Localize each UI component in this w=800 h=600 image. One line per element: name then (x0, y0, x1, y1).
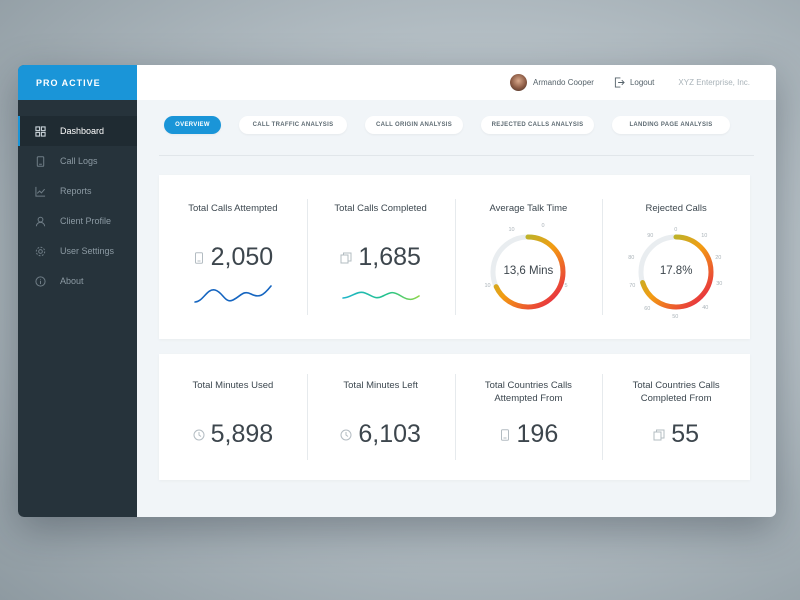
gauge-tick: 0 (674, 227, 678, 233)
top-bar: Armando Cooper Logout XYZ Enterprise, In… (137, 65, 776, 100)
gauge-tick: 90 (647, 233, 654, 239)
stat-countries-attempted: Total Countries Calls Attempted From 196 (454, 354, 603, 480)
copy-icon (653, 429, 665, 441)
stat-value: 55 (671, 420, 700, 448)
stat-title: Total Minutes Left (343, 380, 418, 391)
tab-overview[interactable]: OVERVIEW (164, 116, 221, 134)
logout-label: Logout (629, 78, 655, 87)
sidebar-item-call-logs[interactable]: Call Logs (18, 146, 137, 176)
sparkline-completed (341, 291, 420, 301)
gauge-average-talk-time (490, 234, 566, 310)
gauge-tick: 0 (541, 223, 545, 229)
sidebar-item-label: Reports (60, 186, 92, 196)
info-icon (34, 275, 46, 287)
gauge-tick: 5 (564, 283, 568, 289)
sidebar-item-label: User Settings (60, 246, 115, 256)
stat-countries-completed: Total Countries Calls Completed From 55 (602, 354, 750, 480)
sidebar-item-about[interactable]: About (18, 266, 137, 296)
stat-value: 6,103 (358, 420, 421, 448)
gauge-arc (490, 234, 566, 310)
stat-total-minutes-used: Total Minutes Used 5,898 (159, 354, 307, 480)
stat-average-talk-time: Average Talk Time 13,6 Mins 10 0 5 10 (454, 175, 603, 339)
gauge-tick: 20 (715, 255, 722, 261)
sidebar-item-dashboard[interactable]: Dashboard (18, 116, 137, 146)
gauge-tick: 40 (702, 305, 709, 311)
stat-value: 1,685 (358, 243, 421, 271)
chart-icon (34, 185, 46, 197)
stat-title: Total Countries Calls Completed From (632, 380, 720, 404)
stat-total-calls-attempted: Total Calls Attempted 2,050 (159, 175, 307, 339)
gauge-value: 17.8% (659, 265, 693, 277)
stat-value: 5,898 (210, 420, 274, 448)
gauge-tick: 70 (629, 283, 636, 289)
main-content: OVERVIEW CALL TRAFFIC ANALYSIS CALL ORIG… (137, 100, 776, 517)
stat-title: Total Calls Completed (334, 203, 427, 214)
sidebar-item-reports[interactable]: Reports (18, 176, 137, 206)
stat-value: 196 (516, 420, 559, 448)
copy-icon (340, 252, 352, 264)
gauge-tick: 10 (508, 227, 515, 233)
sparkline-attempted (194, 285, 272, 303)
tab-call-origin-analysis[interactable]: CALL ORIGIN ANALYSIS (365, 116, 463, 134)
stat-title: Average Talk Time (489, 203, 568, 214)
gauge-tick: 80 (628, 255, 635, 261)
gear-icon (34, 245, 46, 257)
logout-button[interactable]: Logout (614, 77, 654, 88)
phone-icon (193, 251, 205, 264)
stat-rejected-calls: Rejected Calls 17.8% 0 10 20 30 40 50 60… (602, 175, 750, 339)
sidebar-item-label: Dashboard (60, 126, 105, 136)
app-window: PRO ACTIVE Dashboard Call Logs (18, 65, 776, 517)
brand-logo: PRO ACTIVE (18, 65, 137, 100)
gauge-arc (638, 234, 714, 310)
call-stats-card: Total Calls Attempted 2,050 Total Calls … (159, 175, 750, 339)
tab-rejected-calls-analysis[interactable]: REJECTED CALLS ANALYSIS (481, 116, 594, 134)
company-name: XYZ Enterprise, Inc. (678, 78, 750, 87)
stat-title: Rejected Calls (645, 203, 707, 214)
sidebar-item-label: Call Logs (60, 156, 98, 166)
stat-value: 2,050 (210, 243, 274, 271)
stat-title: Total Calls Attempted (188, 203, 278, 214)
gauge-tick: 60 (644, 306, 651, 312)
user-icon (34, 215, 46, 227)
clock-icon (340, 429, 352, 441)
stat-title: Total Countries Calls Attempted From (484, 380, 572, 404)
stat-total-calls-completed: Total Calls Completed 1,685 (306, 175, 455, 339)
user-name[interactable]: Armando Cooper (533, 78, 594, 87)
gauge-tick: 30 (716, 281, 723, 287)
tab-landing-page-analysis[interactable]: LANDING PAGE ANALYSIS (612, 116, 730, 134)
stat-title: Total Minutes Used (192, 380, 274, 391)
tab-call-traffic-analysis[interactable]: CALL TRAFFIC ANALYSIS (239, 116, 347, 134)
phone-icon (499, 428, 511, 441)
sidebar-item-user-settings[interactable]: User Settings (18, 236, 137, 266)
divider (159, 155, 754, 156)
gauge-tick: 10 (701, 233, 708, 239)
avatar[interactable] (510, 74, 528, 91)
sidebar-item-label: Client Profile (60, 216, 112, 226)
stat-total-minutes-left: Total Minutes Left 6,103 (306, 354, 455, 480)
usage-stats-card: Total Minutes Used 5,898 Total Minutes L… (159, 354, 750, 480)
gauge-tick: 50 (672, 314, 679, 320)
sidebar: PRO ACTIVE Dashboard Call Logs (18, 65, 137, 517)
logout-icon (614, 77, 625, 88)
sidebar-item-client-profile[interactable]: Client Profile (18, 206, 137, 236)
sidebar-item-label: About (60, 276, 84, 286)
sidebar-nav: Dashboard Call Logs Reports (18, 116, 137, 296)
analysis-tabs: OVERVIEW CALL TRAFFIC ANALYSIS CALL ORIG… (164, 116, 748, 134)
grid-icon (34, 125, 46, 137)
gauge-value: 13,6 Mins (503, 265, 554, 277)
gauge-tick: 10 (484, 283, 491, 289)
phone-icon (34, 155, 46, 167)
gauge-rejected-calls (638, 234, 714, 310)
clock-icon (193, 429, 205, 441)
